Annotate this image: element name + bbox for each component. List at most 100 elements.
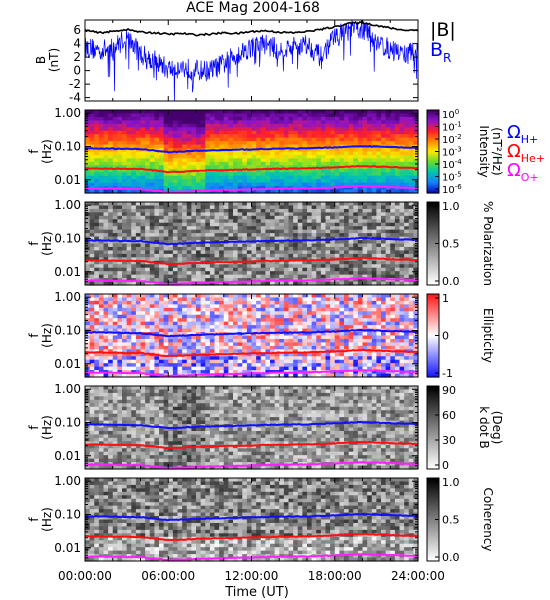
- spectrogram-cell: [320, 127, 327, 132]
- spectrogram-cell: [163, 154, 169, 160]
- spectrogram-cell: [172, 260, 179, 265]
- spectrogram-cell: [196, 175, 202, 180]
- spectrogram-cell: [172, 233, 179, 238]
- spectrogram-cell: [163, 141, 169, 146]
- spectrogram-cell: [140, 328, 146, 333]
- spectrogram-cell: [172, 215, 179, 220]
- spectrogram-cell: [394, 264, 401, 269]
- spectrogram-cell: [394, 158, 401, 163]
- spectrogram-cell: [339, 233, 345, 238]
- spectrogram-cell: [172, 311, 179, 316]
- spectrogram-cell: [154, 297, 160, 302]
- spectrogram-cell: [168, 113, 174, 118]
- spectrogram-cell: [320, 281, 327, 286]
- spectrogram-cell: [408, 300, 414, 305]
- spectrogram-cell: [112, 250, 118, 255]
- spectrogram-cell: [196, 144, 202, 149]
- spectrogram-cell: [413, 311, 419, 316]
- spectrogram-cell: [288, 250, 294, 255]
- spectrogram-cell: [260, 215, 266, 220]
- spectrogram-cell: [89, 165, 95, 170]
- spectrogram-cell: [154, 335, 160, 340]
- spectrogram-cell: [177, 172, 183, 177]
- spectrogram-cell: [94, 294, 100, 299]
- spectrogram-cell: [325, 243, 331, 248]
- spectrogram-cell: [205, 338, 211, 344]
- spectrogram-cell: [279, 236, 285, 241]
- spectrogram-cell: [330, 304, 336, 309]
- spectrogram-cell: [163, 314, 169, 319]
- spectrogram-cell: [135, 202, 142, 207]
- spectrogram-cell: [260, 202, 266, 207]
- spectrogram-cell: [186, 144, 192, 149]
- spectrogram-cell: [242, 175, 248, 180]
- spectrogram-cell: [126, 243, 132, 248]
- spectrogram-cell: [122, 342, 128, 347]
- spectrogram-cell: [307, 130, 313, 135]
- spectrogram-cell: [265, 300, 271, 305]
- spectrogram-cell: [191, 226, 197, 231]
- spectrogram-cell: [297, 134, 303, 139]
- spectrogram-cell: [339, 311, 345, 316]
- spectrogram-cell: [344, 189, 350, 194]
- spectrogram-cell: [330, 212, 336, 217]
- spectrogram-cell: [362, 264, 368, 269]
- spectrogram-cell: [117, 158, 123, 163]
- spectrogram-cell: [196, 165, 202, 170]
- spectrogram-cell: [85, 233, 91, 238]
- spectrogram-cell: [108, 304, 114, 309]
- spectrogram-cell: [233, 134, 239, 139]
- spectrogram-cell: [302, 172, 308, 177]
- spectrogram-cell: [385, 233, 391, 238]
- spectrogram-cell: [191, 219, 197, 224]
- spectrogram-cell: [98, 208, 105, 213]
- spectrogram-cell: [274, 130, 280, 135]
- spectrogram-cell: [186, 243, 192, 248]
- spectrogram-cell: [182, 278, 188, 283]
- spectrogram-cell: [293, 222, 299, 227]
- spectrogram-cell: [163, 158, 169, 163]
- spectrogram-cell: [293, 271, 299, 276]
- spectrogram-cell: [246, 182, 253, 187]
- spectrogram-cell: [339, 274, 345, 279]
- spectrogram-cell: [385, 294, 391, 299]
- spectrogram-cell: [117, 311, 123, 316]
- spectrogram-cell: [344, 321, 350, 326]
- spectrogram-cell: [288, 314, 294, 319]
- spectrogram-cell: [108, 325, 114, 330]
- spectrogram-cell: [122, 253, 128, 258]
- spectrogram-cell: [256, 154, 262, 160]
- spectrogram-cell: [334, 300, 340, 305]
- spectrogram-cell: [163, 161, 169, 166]
- spectrogram-cell: [297, 321, 303, 326]
- colorbar-band: [427, 222, 439, 226]
- spectrogram-cell: [89, 264, 95, 269]
- legend-br-sub: R: [443, 51, 451, 65]
- spectrogram-cell: [228, 144, 234, 149]
- spectrogram-cell: [293, 212, 299, 217]
- spectrogram-cell: [362, 141, 368, 146]
- spectrogram-cell: [385, 172, 391, 177]
- spectrogram-cell: [177, 349, 183, 354]
- spectrogram-cell: [131, 113, 137, 118]
- spectrogram-cell: [367, 208, 373, 213]
- spectrogram-cell: [145, 278, 151, 283]
- spectrogram-cell: [191, 253, 197, 258]
- spectrogram-cell: [316, 134, 322, 139]
- colorbar-tick-base: 10: [442, 173, 455, 184]
- spectrogram-cell: [168, 294, 174, 299]
- top-y-axis-label-main: B: [34, 56, 48, 64]
- spectrogram-cell: [251, 179, 257, 184]
- spectrogram-cell: [196, 338, 202, 344]
- spectrogram-cell: [381, 281, 387, 286]
- spectrogram-cell: [256, 321, 262, 326]
- spectrogram-cell: [385, 158, 391, 163]
- spectrogram-cell: [385, 226, 391, 231]
- spectrogram-cell: [404, 141, 410, 146]
- spectrogram-cell: [242, 307, 248, 312]
- spectrogram-cell: [394, 179, 401, 184]
- spectrogram-cell: [404, 205, 410, 210]
- spectrogram-cell: [117, 236, 123, 241]
- spectrogram-cell: [376, 240, 382, 245]
- spectrogram-cell: [297, 267, 303, 272]
